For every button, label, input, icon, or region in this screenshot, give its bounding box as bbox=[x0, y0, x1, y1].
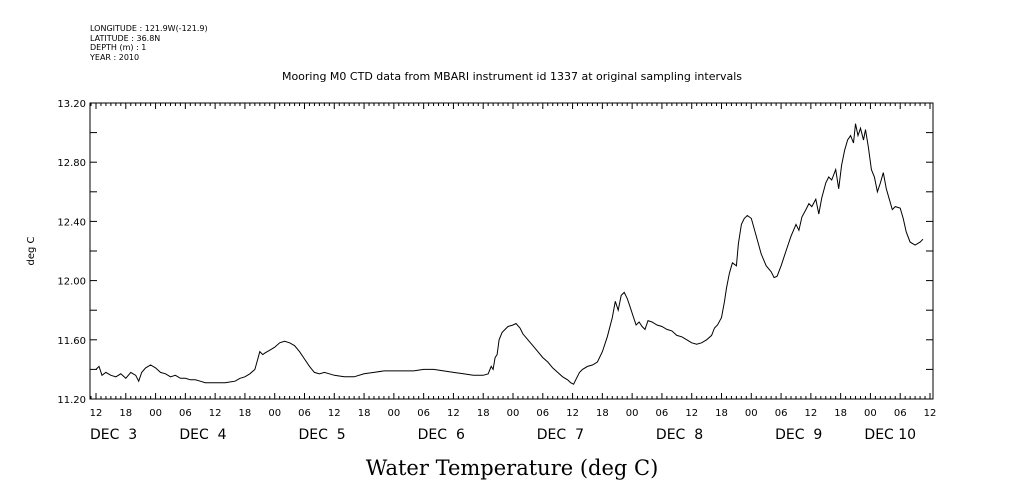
y-tick-label: 12.80 bbox=[57, 158, 86, 169]
x-tick-label: 12 bbox=[328, 408, 341, 419]
x-tick-label: 18 bbox=[239, 408, 252, 419]
meta-block: LONGITUDE : 121.9W(-121.9) LATITUDE : 36… bbox=[89, 24, 208, 62]
day-label: DEC 10 bbox=[864, 427, 916, 443]
x-tick-label: 06 bbox=[656, 408, 669, 419]
y-tick-label: 12.00 bbox=[57, 277, 86, 288]
x-tick-label: 06 bbox=[179, 408, 192, 419]
x-tick-label: 18 bbox=[596, 408, 609, 419]
chart-title: Mooring M0 CTD data from MBARI instrumen… bbox=[282, 70, 742, 83]
day-label: DEC 3 bbox=[90, 427, 137, 443]
x-tick-label: 00 bbox=[149, 408, 162, 419]
x-tick-label: 18 bbox=[358, 408, 371, 419]
day-labels: DEC 3 DEC 4 DEC 5 DEC 6 DEC 7 DEC 8 DEC 9 DEC 1… bbox=[90, 427, 916, 443]
x-tick-label: 18 bbox=[834, 408, 847, 419]
y-tick-labels: 11.20 11.60 12.00 12.40 12.80 13.20 bbox=[57, 99, 86, 406]
y-tick-label: 11.60 bbox=[57, 336, 86, 347]
x-axis-label: Water Temperature (deg C) bbox=[366, 456, 659, 480]
day-label: DEC 7 bbox=[537, 427, 584, 443]
x-tick-label: 12 bbox=[804, 408, 817, 419]
x-tick-label: 00 bbox=[387, 408, 400, 419]
x-tick-labels: 12 18 00 06 12 18 00 06 12 18 00 06 12 18 00 06 12 18 00 06… bbox=[90, 408, 937, 419]
x-tick-label: 00 bbox=[507, 408, 520, 419]
x-tick-label: 06 bbox=[536, 408, 549, 419]
day-label: DEC 6 bbox=[418, 427, 465, 443]
meta-longitude: LONGITUDE : 121.9W(-121.9) bbox=[90, 24, 208, 33]
day-label: DEC 4 bbox=[179, 427, 226, 443]
y-tick-label: 12.40 bbox=[57, 217, 86, 228]
x-tick-label: 18 bbox=[715, 408, 728, 419]
x-tick-label: 12 bbox=[447, 408, 460, 419]
x-tick-label: 00 bbox=[864, 408, 877, 419]
x-tick-label: 06 bbox=[417, 408, 430, 419]
x-tick-label: 06 bbox=[298, 408, 311, 419]
x-tick-label: 12 bbox=[924, 408, 937, 419]
meta-year: YEAR : 2010 bbox=[89, 53, 139, 62]
day-label: DEC 8 bbox=[656, 427, 703, 443]
y-axis-label: deg C bbox=[26, 236, 37, 265]
series-line bbox=[95, 123, 924, 385]
x-tick-label: 06 bbox=[775, 408, 788, 419]
axis-ticks bbox=[90, 102, 933, 400]
day-label: DEC 9 bbox=[775, 427, 822, 443]
x-tick-label: 12 bbox=[90, 408, 103, 419]
day-label: DEC 5 bbox=[299, 427, 346, 443]
x-tick-label: 00 bbox=[268, 408, 281, 419]
meta-depth: DEPTH (m) : 1 bbox=[90, 43, 146, 52]
x-tick-label: 06 bbox=[894, 408, 907, 419]
x-tick-label: 18 bbox=[119, 408, 132, 419]
x-tick-label: 12 bbox=[566, 408, 579, 419]
x-tick-label: 00 bbox=[626, 408, 639, 419]
meta-latitude: LATITUDE : 36.8N bbox=[90, 34, 160, 43]
x-tick-label: 12 bbox=[685, 408, 698, 419]
plot-frame bbox=[89, 102, 934, 400]
y-tick-label: 13.20 bbox=[57, 99, 86, 110]
x-tick-label: 12 bbox=[209, 408, 222, 419]
y-tick-label: 11.20 bbox=[57, 395, 86, 406]
x-tick-label: 00 bbox=[745, 408, 758, 419]
x-tick-label: 18 bbox=[477, 408, 490, 419]
